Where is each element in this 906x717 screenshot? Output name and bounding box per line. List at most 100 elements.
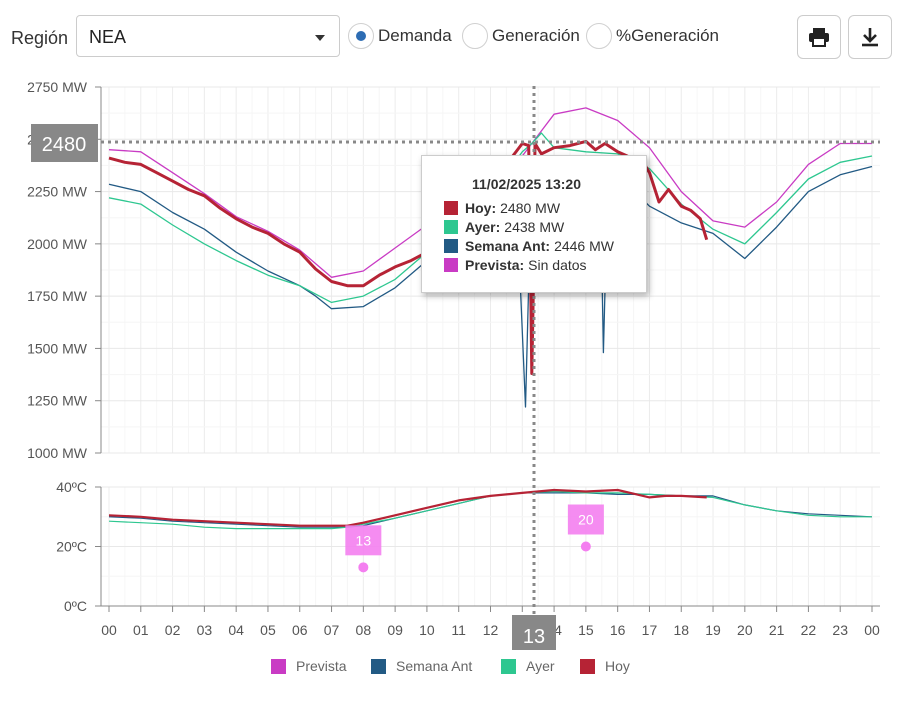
temperature-y-axis: 0ºC 20ºC 40ºC xyxy=(56,479,102,614)
download-button[interactable] xyxy=(848,15,892,59)
x-tick-label: 20 xyxy=(737,622,753,638)
radio-demanda-label: Demanda xyxy=(378,26,452,45)
radio-selected-icon xyxy=(348,23,374,49)
radio-demanda[interactable]: Demanda xyxy=(348,22,452,50)
tooltip-row-name: Hoy: xyxy=(465,199,497,216)
x-tick-label: 01 xyxy=(133,622,149,638)
radio-generacion-label: Generación xyxy=(492,26,580,45)
temperature-series xyxy=(108,488,873,530)
x-tick-label: 09 xyxy=(387,622,403,638)
radio-porcentaje-generacion[interactable]: %Generación xyxy=(586,22,719,50)
x-tick-label: 04 xyxy=(228,622,244,638)
region-label: Región xyxy=(11,28,69,48)
temperature-marker-label: 13 xyxy=(356,532,372,548)
radio-unselected-icon xyxy=(462,23,488,49)
tooltip-row-value: 2438 MW xyxy=(504,218,565,235)
x-tick-label: 00 xyxy=(101,622,117,638)
x-tick-label: 05 xyxy=(260,622,276,638)
x-tick-label: 00 xyxy=(864,622,880,638)
region-select-value: NEA xyxy=(89,27,127,47)
legend-item-hoy[interactable]: Hoy xyxy=(580,658,630,674)
temperature-marker-point xyxy=(580,541,591,552)
printer-icon xyxy=(809,28,829,47)
x-tick-label: 22 xyxy=(801,622,817,638)
x-axis: 0001020304050607080910111213141516171819… xyxy=(101,605,880,638)
tooltip-swatch xyxy=(444,238,458,253)
crosshair-x-label: 13 xyxy=(523,626,545,648)
x-tick-label: 17 xyxy=(642,622,658,638)
legend-swatch xyxy=(371,658,386,674)
legend-label: Ayer xyxy=(526,658,555,674)
y-tick-label: 1750 MW xyxy=(27,288,88,304)
temperature-markers: 13 20 xyxy=(345,504,604,573)
x-tick-label: 21 xyxy=(769,622,785,638)
y-tick-label: 1500 MW xyxy=(27,340,88,356)
legend-label: Semana Ant xyxy=(396,658,473,674)
tooltip-row-value: 2480 MW xyxy=(500,199,561,216)
x-tick-label: 19 xyxy=(705,622,721,638)
x-tick-label: 06 xyxy=(292,622,308,638)
tooltip-row-name: Semana Ant: xyxy=(465,237,551,254)
x-tick-label: 12 xyxy=(483,622,499,638)
tooltip-row-hoy: Hoy: 2480 MW xyxy=(444,198,646,217)
legend-item-ayer[interactable]: Ayer xyxy=(501,658,555,674)
radio-unselected-icon xyxy=(586,23,612,49)
temperature-grid xyxy=(101,486,880,607)
series-line-ayer xyxy=(108,490,872,530)
tooltip-row-semana-ant: Semana Ant: 2446 MW xyxy=(444,236,646,255)
tooltip-row-name: Ayer: xyxy=(465,218,501,235)
x-tick-label: 02 xyxy=(165,622,181,638)
y-tick-label: 40ºC xyxy=(56,479,87,495)
legend: Prevista Semana Ant Ayer Hoy xyxy=(0,658,906,680)
toolbar: Región NEA Demanda Generación %Generació… xyxy=(0,0,906,75)
tooltip-swatch xyxy=(444,219,458,234)
print-button[interactable] xyxy=(797,15,841,59)
download-icon xyxy=(862,28,878,47)
region-select[interactable]: NEA xyxy=(76,15,340,57)
tooltip-swatch xyxy=(444,257,458,272)
tooltip: 11/02/2025 13:20 Hoy: 2480 MW Ayer: 2438… xyxy=(421,155,647,293)
x-tick-label: 08 xyxy=(356,622,372,638)
x-tick-label: 07 xyxy=(324,622,340,638)
series-line-hoy xyxy=(108,488,707,527)
crosshair-x-label-box xyxy=(512,615,556,650)
temperature-marker-label: 20 xyxy=(578,512,594,528)
x-tick-label: 10 xyxy=(419,622,435,638)
legend-item-semana-ant[interactable]: Semana Ant xyxy=(371,658,472,674)
tooltip-row-ayer: Ayer: 2438 MW xyxy=(444,217,646,236)
legend-swatch xyxy=(271,658,286,674)
x-tick-label: 11 xyxy=(451,622,466,638)
demand-chart: 1000 MW 1250 MW 1500 MW 1750 MW 2000 MW 2250 … xyxy=(27,79,880,650)
tooltip-swatch xyxy=(444,200,458,215)
x-tick-label: 15 xyxy=(578,622,594,638)
tooltip-row-value: Sin datos xyxy=(528,256,587,273)
tooltip-row-name: Prevista: xyxy=(465,256,525,273)
x-tick-label: 23 xyxy=(832,622,848,638)
legend-label: Prevista xyxy=(296,658,347,674)
x-tick-label: 03 xyxy=(197,622,213,638)
x-tick-label: 18 xyxy=(673,622,689,638)
y-tick-label: 20ºC xyxy=(56,539,87,555)
legend-label: Hoy xyxy=(605,658,630,674)
temperature-marker-point xyxy=(358,562,369,573)
tooltip-row-prevista: Prevista: Sin datos xyxy=(444,255,646,274)
y-tick-label: 2750 MW xyxy=(27,79,88,95)
crosshair-y-label: 2480 xyxy=(42,134,87,156)
x-tick-label: 16 xyxy=(610,622,626,638)
legend-swatch xyxy=(580,658,595,674)
crosshair-y-label-box xyxy=(31,124,98,162)
chevron-down-icon xyxy=(315,35,325,41)
y-tick-label: 2000 MW xyxy=(27,236,88,252)
radio-porcentaje-generacion-label: %Generación xyxy=(616,26,720,45)
radio-generacion[interactable]: Generación xyxy=(462,22,580,50)
tooltip-title: 11/02/2025 13:20 xyxy=(472,176,581,192)
y-tick-label: 1000 MW xyxy=(27,445,88,461)
y-tick-label: 2250 MW xyxy=(27,184,88,200)
crosshair: 2480 13 xyxy=(31,86,880,650)
legend-swatch xyxy=(501,658,516,674)
temperature-marker-box xyxy=(345,525,382,556)
y-tick-label: 1250 MW xyxy=(27,393,88,409)
tooltip-row-value: 2446 MW xyxy=(554,237,614,254)
legend-item-prevista[interactable]: Prevista xyxy=(271,658,347,674)
temperature-marker-box xyxy=(567,504,604,535)
